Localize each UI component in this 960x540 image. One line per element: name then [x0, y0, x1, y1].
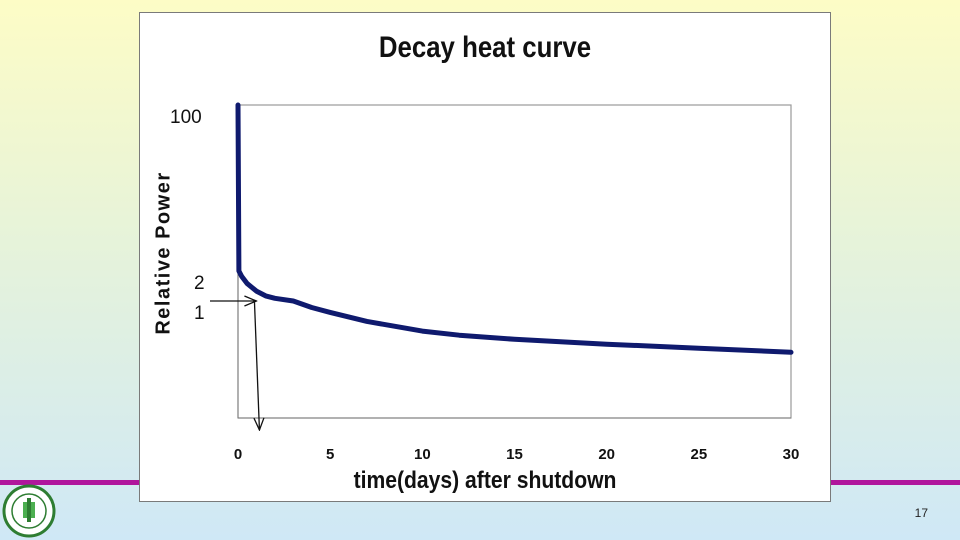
x-axis-label: time(days) after shutdown — [353, 467, 617, 494]
slide-number: 17 — [914, 506, 928, 520]
university-seal-icon — [2, 484, 56, 538]
x-tick-label: 10 — [414, 446, 431, 463]
x-tick-label: 30 — [783, 446, 800, 463]
plot-area: 0 5 10 15 20 25 30 100 2 1 — [170, 102, 800, 463]
plot-frame — [237, 104, 792, 419]
x-tick-label: 25 — [690, 446, 707, 463]
y-tick-label: 1 — [194, 303, 205, 324]
x-tick-label: 20 — [598, 446, 615, 463]
x-tick-label: 0 — [234, 446, 242, 463]
x-tick-label: 15 — [506, 446, 523, 463]
y-tick-label: 100 — [170, 107, 202, 128]
chart-title: Decay heat curve — [378, 31, 592, 64]
x-tick-label: 5 — [326, 446, 334, 463]
y-tick-label: 2 — [194, 273, 205, 294]
decay-curve-line — [235, 102, 794, 355]
chart-panel: Decay heat curve Relative Power time(day… — [139, 12, 831, 502]
annotation-arrow-vertical — [254, 300, 259, 430]
